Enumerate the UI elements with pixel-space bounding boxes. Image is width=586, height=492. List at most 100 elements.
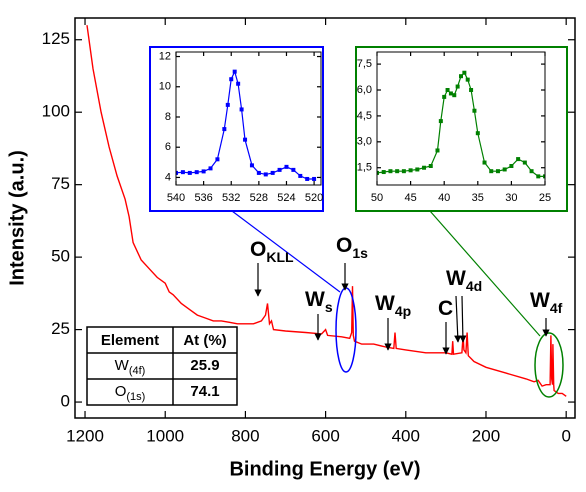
peak-label: C: [438, 297, 453, 320]
x-tick-label: 40: [438, 192, 450, 204]
y-tick-label: 50: [51, 247, 70, 266]
connector: [231, 210, 341, 293]
data-point: [243, 137, 248, 142]
data-point: [176, 170, 178, 175]
plot-area: [377, 52, 545, 185]
peak-label: Ws: [305, 288, 333, 315]
data-point: [465, 77, 470, 82]
x-tick-label: 400: [392, 426, 420, 445]
peak-element: W: [446, 267, 466, 290]
data-point: [381, 170, 386, 175]
x-tick-label: 520: [305, 192, 323, 204]
peak-subscript: 4d: [466, 278, 482, 294]
data-point: [509, 164, 514, 168]
x-axis-label: Binding Energy (eV): [229, 458, 420, 480]
data-point: [428, 164, 433, 168]
x-tick-label: 0: [561, 426, 570, 445]
plot-frame: [376, 51, 546, 186]
y-tick-label: 3,0: [357, 136, 372, 148]
connector: [429, 210, 541, 337]
x-tick-label: 528: [250, 192, 268, 204]
data-point: [438, 119, 443, 124]
data-point: [194, 170, 199, 175]
data-point: [239, 107, 244, 112]
x-tick-label: 30: [505, 192, 517, 204]
x-tick-label: 25: [539, 192, 551, 204]
peak-subscript: KLL: [266, 249, 294, 265]
y-tick-label: 10: [159, 81, 171, 93]
data-point: [502, 167, 507, 172]
y-tick-label: 6,0: [357, 84, 372, 96]
plot-frame: [175, 51, 322, 186]
peak-label: O1s: [336, 234, 368, 261]
data-point: [312, 176, 317, 181]
element: W: [115, 357, 130, 374]
data-point: [442, 94, 447, 99]
y-tick-label: 7,5: [357, 58, 372, 70]
data-point: [232, 69, 237, 74]
data-point: [472, 108, 477, 113]
peak-arrow: [454, 295, 462, 343]
plot: 540 536 532 528 524 520 4 6 8 10 12: [159, 50, 324, 203]
y-tick-label: 6: [165, 141, 171, 153]
data-point: [225, 102, 230, 107]
x-tick-label: 540: [167, 192, 185, 204]
data-point: [445, 88, 450, 92]
data-point: [462, 70, 467, 75]
data-point: [415, 167, 420, 172]
data-point: [395, 169, 400, 174]
peak-label: W4p: [375, 292, 411, 319]
data-point: [482, 160, 487, 165]
data-point: [522, 160, 527, 165]
peak-label: W4d: [446, 267, 482, 294]
table-frame: [86, 326, 238, 406]
peak-subscript: 4p: [395, 303, 411, 319]
data-point: [452, 93, 457, 98]
peak-label: OKLL: [250, 238, 294, 265]
data-point: [215, 157, 220, 162]
data-point: [495, 169, 500, 174]
peak-subscript: s: [325, 299, 333, 315]
data-point: [208, 166, 213, 171]
x-tick-label: 200: [472, 426, 500, 445]
data-point: [270, 170, 275, 175]
data-point: [435, 148, 440, 153]
peak-element: O: [336, 234, 352, 257]
y-axis-label: Intensity (a.u.): [6, 150, 28, 286]
data-point: [180, 170, 185, 175]
plot: 50 45 40 35 30 25 1,5 3,0 4,5 6,0 7,5: [357, 51, 551, 204]
element: O: [115, 383, 127, 400]
y-tick-label: 4: [165, 171, 171, 183]
data-point: [536, 174, 541, 179]
data-point: [222, 127, 227, 132]
table-value: 74.1: [190, 383, 219, 400]
y-tick-label: 25: [51, 319, 70, 338]
data-point: [489, 169, 494, 174]
data-point: [529, 169, 534, 174]
x-tick-label: 536: [194, 192, 212, 204]
data-point: [408, 168, 413, 173]
peak-element: O: [250, 238, 266, 261]
x-tick-label: 1000: [146, 426, 184, 445]
data-point: [256, 170, 261, 175]
data-point: [388, 169, 393, 174]
peak-element: W: [305, 288, 325, 311]
data-point: [448, 91, 453, 96]
data-point: [516, 157, 521, 162]
element-sub: (4f): [129, 365, 146, 377]
x-tick-label: 524: [277, 192, 295, 204]
peak-subscript: 1s: [352, 245, 368, 261]
peak-element: C: [438, 297, 453, 320]
data-point: [291, 167, 296, 172]
table-element: W(4f): [115, 357, 146, 377]
data-point: [284, 164, 289, 169]
data-point: [455, 84, 460, 89]
x-tick-label: 35: [472, 192, 484, 204]
y-tick-label: 125: [42, 29, 70, 48]
data-point: [305, 176, 310, 181]
y-tick-label: 1,5: [357, 162, 372, 174]
data-point: [543, 174, 545, 179]
element-sub: (1s): [126, 391, 145, 403]
table-header: Element: [101, 332, 159, 349]
